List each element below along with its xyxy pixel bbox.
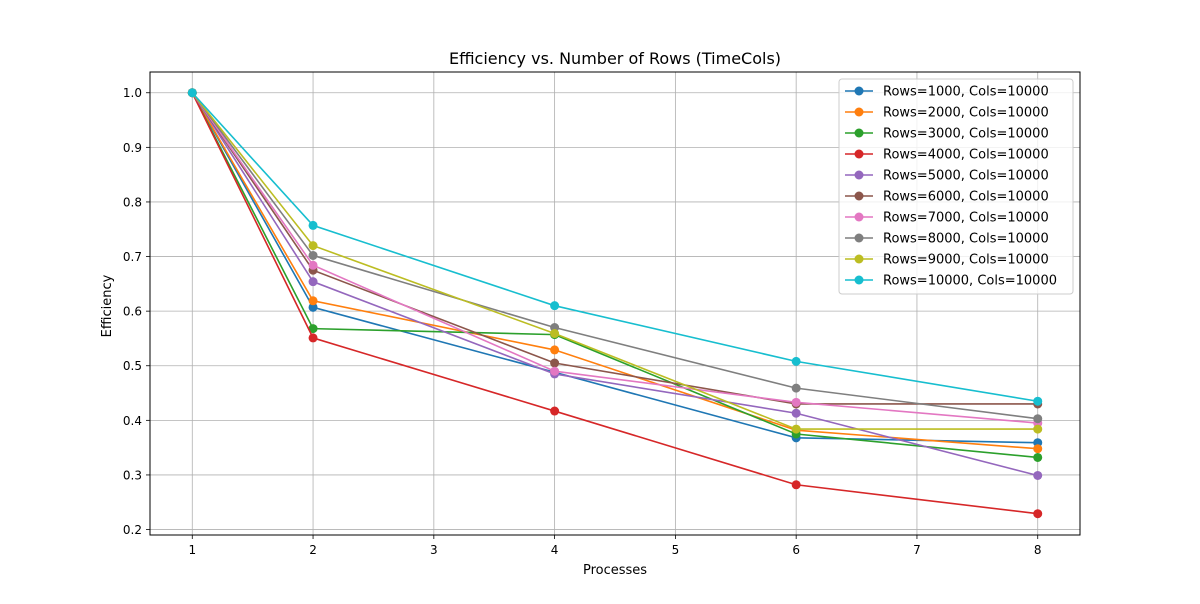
- data-point: [308, 302, 318, 312]
- legend-label: Rows=10000, Cols=10000: [883, 274, 1057, 289]
- legend-marker: [854, 212, 864, 222]
- legend-item: Rows=9000, Cols=10000: [845, 253, 1049, 268]
- legend-marker: [854, 128, 864, 138]
- data-point: [187, 88, 197, 98]
- legend-label: Rows=9000, Cols=10000: [883, 253, 1049, 268]
- data-point: [1033, 470, 1043, 480]
- legend-label: Rows=6000, Cols=10000: [883, 190, 1049, 205]
- y-axis-label: Efficiency: [100, 274, 115, 337]
- legend-item: Rows=7000, Cols=10000: [845, 211, 1049, 226]
- x-axis-label: Processes: [583, 563, 647, 578]
- x-tick-label: 1: [188, 543, 196, 557]
- data-point: [308, 333, 318, 343]
- x-tick-label: 8: [1034, 543, 1042, 557]
- legend-label: Rows=4000, Cols=10000: [883, 148, 1049, 163]
- legend-item: Rows=8000, Cols=10000: [845, 232, 1049, 247]
- data-point: [1033, 444, 1043, 454]
- x-tick-label: 6: [792, 543, 800, 557]
- y-tick-label: 0.4: [123, 414, 142, 428]
- legend-label: Rows=5000, Cols=10000: [883, 169, 1049, 184]
- x-tick-label: 5: [672, 543, 680, 557]
- legend-box: [838, 78, 1074, 295]
- legend-label: Rows=2000, Cols=10000: [883, 106, 1049, 121]
- data-point: [308, 241, 318, 251]
- data-point: [791, 408, 801, 418]
- y-tick-label: 0.3: [123, 468, 142, 482]
- legend-item: Rows=4000, Cols=10000: [845, 148, 1049, 163]
- data-point: [308, 277, 318, 287]
- data-point: [1033, 424, 1043, 434]
- legend-item: Rows=3000, Cols=10000: [845, 127, 1049, 142]
- legend-item: Rows=6000, Cols=10000: [845, 190, 1049, 205]
- legend-marker: [854, 107, 864, 117]
- y-tick-label: 0.2: [123, 523, 142, 537]
- legend-marker: [854, 170, 864, 180]
- data-point: [1033, 414, 1043, 424]
- legend-marker: [854, 86, 864, 96]
- data-point: [550, 301, 560, 311]
- data-point: [1033, 509, 1043, 519]
- chart-title: Efficiency vs. Number of Rows (TimeCols): [449, 49, 781, 68]
- legend-marker: [854, 275, 864, 285]
- series-lines: [187, 88, 1043, 519]
- data-point: [1033, 396, 1043, 406]
- data-point: [791, 397, 801, 407]
- y-tick-label: 0.9: [123, 141, 142, 155]
- data-point: [791, 383, 801, 393]
- legend-marker: [854, 149, 864, 159]
- data-point: [550, 358, 560, 368]
- data-point: [1033, 452, 1043, 462]
- data-point: [791, 480, 801, 490]
- y-tick-label: 0.5: [123, 359, 142, 373]
- axis-ticks: 1 2 3 4 5 6 7 8 0.2 0.3 0.4 0.5 0.6 0.7 0.8 0.9 1.0: [123, 86, 1042, 557]
- legend: Rows=1000, Cols=10000 Rows=2000, Cols=100…: [838, 78, 1074, 295]
- legend-marker: [854, 254, 864, 264]
- legend-label: Rows=3000, Cols=10000: [883, 127, 1049, 142]
- data-point: [308, 250, 318, 260]
- data-point: [550, 366, 560, 376]
- data-point: [550, 345, 560, 355]
- y-tick-label: 1.0: [123, 86, 142, 100]
- legend-item: Rows=5000, Cols=10000: [845, 169, 1049, 184]
- x-tick-label: 7: [913, 543, 921, 557]
- data-point: [550, 406, 560, 416]
- y-tick-label: 0.7: [123, 250, 142, 264]
- x-tick-label: 4: [551, 543, 559, 557]
- data-point: [791, 424, 801, 434]
- legend-marker: [854, 233, 864, 243]
- y-tick-label: 0.8: [123, 195, 142, 209]
- y-tick-label: 0.6: [123, 305, 142, 319]
- legend-item: Rows=1000, Cols=10000: [845, 85, 1049, 100]
- data-point: [550, 329, 560, 339]
- series-10: [187, 88, 1043, 406]
- x-tick-label: 3: [430, 543, 438, 557]
- legend-item: Rows=10000, Cols=10000: [845, 274, 1057, 289]
- data-point: [308, 324, 318, 334]
- legend-item: Rows=2000, Cols=10000: [845, 106, 1049, 121]
- legend-label: Rows=8000, Cols=10000: [883, 232, 1049, 247]
- plot-area-frame: [149, 71, 1081, 536]
- x-tick-label: 2: [309, 543, 317, 557]
- data-point: [308, 296, 318, 306]
- legend-label: Rows=1000, Cols=10000: [883, 85, 1049, 100]
- data-point: [308, 260, 318, 270]
- data-point: [308, 220, 318, 230]
- data-point: [791, 356, 801, 366]
- legend-label: Rows=7000, Cols=10000: [883, 211, 1049, 226]
- legend-marker: [854, 191, 864, 201]
